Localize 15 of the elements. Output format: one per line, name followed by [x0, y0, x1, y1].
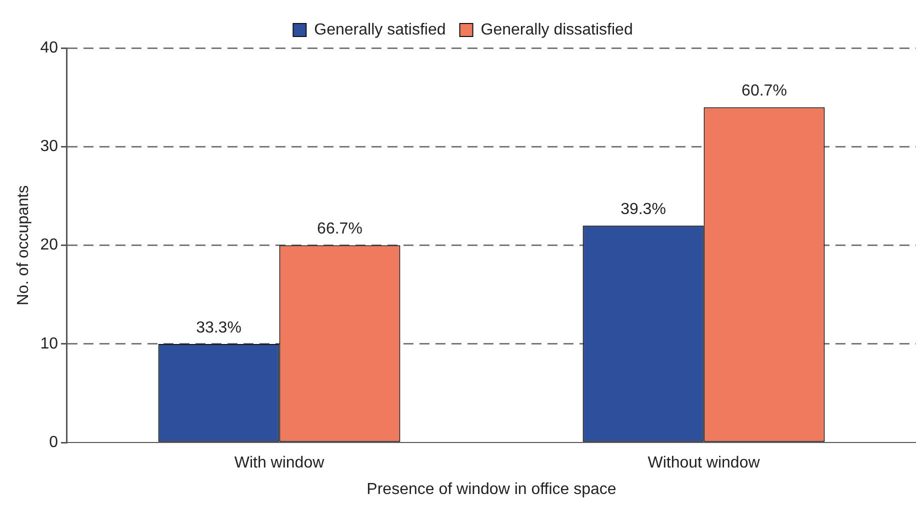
legend-label: Generally dissatisfied [480, 21, 633, 38]
y-tick-label: 20 [40, 236, 58, 254]
annotation: 39.3% [620, 200, 666, 218]
annotation: 66.7% [317, 220, 362, 238]
annotation: 33.3% [196, 319, 242, 336]
y-axis-title: No. of occupants [15, 185, 32, 306]
y-tick-label: 10 [40, 335, 58, 352]
x-tick-label: With window [234, 454, 325, 472]
y-tick-label: 0 [49, 434, 58, 452]
x-tick-label: Without window [648, 454, 760, 472]
y-tick-label: 30 [40, 138, 58, 156]
legend-label: Generally satisfied [314, 21, 446, 38]
x-axis-title: Presence of window in office space [366, 480, 616, 498]
y-tick-label: 40 [40, 39, 58, 56]
annotation: 60.7% [742, 82, 787, 100]
